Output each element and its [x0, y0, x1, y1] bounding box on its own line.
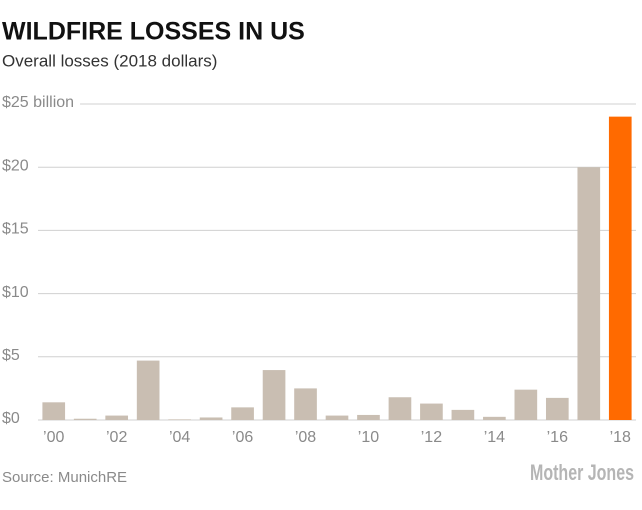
logo: Mother Jones [530, 460, 634, 485]
bar [105, 415, 129, 420]
y-tick-label: $25 billion [2, 94, 74, 111]
y-tick-label: $0 [2, 410, 20, 427]
bar [483, 416, 506, 420]
bar [545, 397, 569, 420]
bar [168, 419, 191, 420]
bar [514, 389, 538, 420]
bar [199, 417, 223, 420]
bar [577, 167, 601, 420]
bar [357, 414, 380, 420]
bar [73, 418, 97, 420]
x-tick-label: ’04 [169, 429, 190, 446]
y-tick-label: $5 [2, 347, 20, 364]
bar [325, 415, 349, 420]
bar [608, 116, 632, 420]
bar [262, 370, 286, 420]
x-tick-label: ’06 [232, 429, 253, 446]
chart-title: WILDFIRE LOSSES IN US [2, 18, 305, 46]
bar [451, 409, 475, 420]
y-tick-label: $20 [2, 157, 29, 174]
bar [231, 407, 254, 420]
source: Source: MunichRE [2, 469, 127, 486]
x-tick-label: ’08 [295, 429, 316, 446]
bar [294, 388, 317, 420]
y-tick-label: $10 [2, 284, 29, 301]
bar [388, 397, 412, 420]
y-tick-label: $15 [2, 221, 29, 238]
bar [420, 403, 443, 420]
chart-subtitle: Overall losses (2018 dollars) [2, 51, 217, 70]
x-tick-label: ’14 [484, 429, 505, 446]
x-tick-label: ’02 [106, 429, 127, 446]
bar [42, 402, 66, 420]
x-tick-label: ’18 [610, 429, 631, 446]
bar [136, 360, 160, 420]
x-tick-label: ’16 [547, 429, 568, 446]
x-tick-label: ’10 [358, 429, 379, 446]
x-tick-label: ’12 [421, 429, 442, 446]
x-tick-label: ’00 [43, 429, 64, 446]
